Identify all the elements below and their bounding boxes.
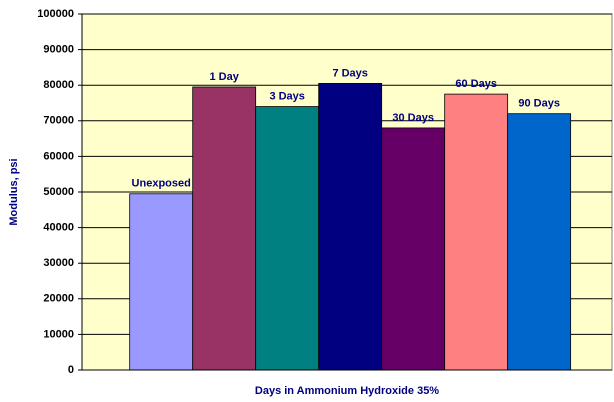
y-tick-label: 50000 — [43, 186, 74, 198]
y-tick-label: 60000 — [43, 150, 74, 162]
bar — [318, 83, 383, 371]
bar — [381, 127, 446, 371]
y-tick-label: 90000 — [43, 44, 74, 56]
data-label: Unexposed — [132, 178, 191, 190]
y-tick-label: 30000 — [43, 257, 74, 269]
data-label: 90 Days — [518, 98, 560, 110]
y-axis-label: Modulus, psi — [8, 158, 20, 225]
bar — [444, 93, 509, 371]
y-tick-label: 70000 — [43, 115, 74, 127]
y-tick-label: 0 — [68, 364, 74, 376]
bar — [129, 193, 194, 371]
x-axis-label: Days in Ammonium Hydroxide 35% — [255, 385, 439, 397]
data-label: 30 Days — [392, 112, 434, 124]
bar — [507, 113, 572, 371]
data-label: 3 Days — [269, 90, 304, 102]
data-label: 7 Days — [332, 67, 367, 79]
bar — [192, 86, 257, 371]
y-tick-label: 20000 — [43, 293, 74, 305]
data-label: 60 Days — [455, 78, 497, 90]
y-tick-label: 80000 — [43, 79, 74, 91]
bar — [255, 106, 320, 371]
y-tick-label: 10000 — [43, 328, 74, 340]
data-label: 1 Day — [210, 71, 240, 83]
y-tick-label: 40000 — [43, 222, 74, 234]
y-tick-label: 100000 — [37, 8, 74, 20]
